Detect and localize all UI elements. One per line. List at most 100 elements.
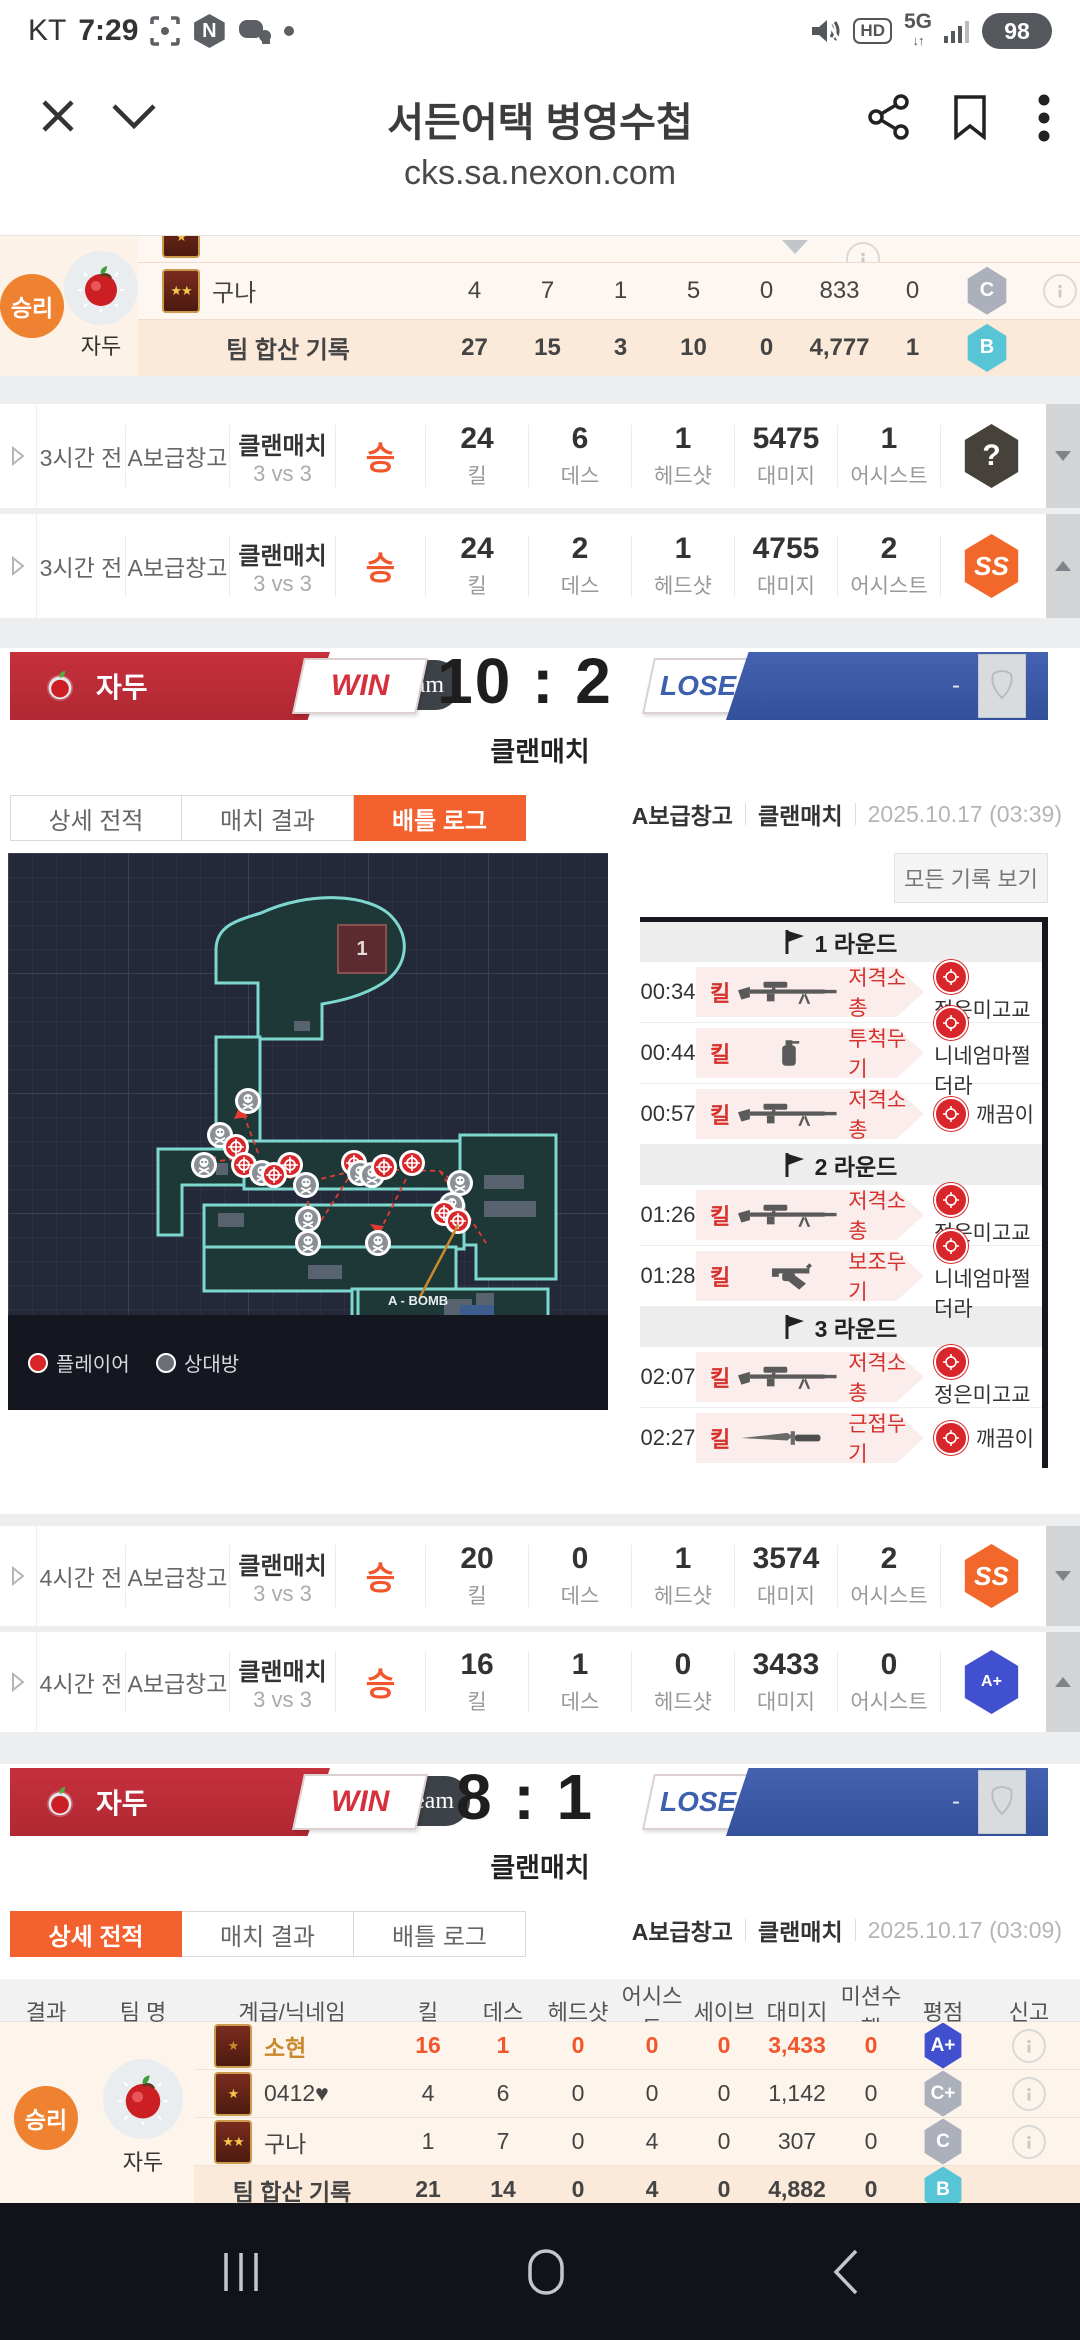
view-all-records-button[interactable]: 모든 기록 보기 [894, 853, 1048, 903]
death-value: 7 [496, 2128, 510, 2154]
meta-map: A보급창고 [631, 803, 733, 829]
tab-match-result[interactable]: 매치 결과 [182, 1911, 354, 1957]
team-cell: 자두 [92, 2022, 194, 2214]
previous-match-score-table: 승리 자두 ★ ★★ 구나 4 7 1 [0, 236, 1080, 376]
tab-battle-log[interactable]: 배틀 로그 [354, 795, 526, 841]
player-row[interactable]: ★ 소현 16 1 0 0 0 3,433 0 A+ [194, 2022, 1080, 2070]
player-row[interactable]: ★★ 구나 1 7 0 4 0 307 0 C [194, 2118, 1080, 2166]
tab-detail-record[interactable]: 상세 전적 [10, 1911, 182, 1957]
chevron-down-icon[interactable] [110, 102, 158, 132]
battle-log-event: 00:44 킬 투척무기 니네엄마쩔더라 [640, 1006, 1042, 1098]
death-value: 6 [496, 2080, 510, 2106]
round-header: 2 라운드 [640, 1145, 1042, 1185]
home-button[interactable] [524, 2247, 568, 2297]
clan-emblem-avatar [64, 251, 138, 325]
kill-value: 16 [415, 2032, 441, 2058]
tab-battle-log[interactable]: 배틀 로그 [354, 1911, 526, 1957]
clan-emblem-icon [46, 1787, 74, 1817]
round-header: 3 라운드 [640, 1307, 1042, 1347]
player-nickname: 소현 [264, 2034, 307, 2061]
match-players: 3 vs 3 [253, 1580, 312, 1606]
match-map: A보급창고 [125, 535, 229, 597]
sniper-rifle-icon [738, 1204, 837, 1227]
battle-log-panel: 모든 기록 보기 1 라운드 00:34 킬 저격소총 정은미고교 [640, 853, 1048, 1468]
headshot-label: 헤드샷 [654, 1691, 712, 1714]
player-row[interactable]: ★ 0412♥ 4 6 0 0 0 1,142 0 C+ [194, 2070, 1080, 2118]
match-summary-row[interactable]: 3시간 전 A보급창고 클랜매치 3 vs 3 승 24 킬 2 데스 1 헤드샷 47… [0, 514, 1080, 618]
rank-icon: ★★ [162, 268, 200, 313]
info-icon[interactable] [846, 242, 880, 262]
info-icon[interactable] [1043, 273, 1077, 308]
match-score: 8 : 1 [455, 1761, 595, 1833]
tab-detail-record[interactable]: 상세 전적 [10, 795, 182, 841]
damage-value: 5475 [752, 422, 820, 455]
sniper-rifle-icon [738, 1103, 837, 1126]
rank-icon: ★★ [214, 2119, 252, 2164]
url-text[interactable]: cks.sa.nexon.com [403, 154, 677, 192]
headshot-label: 헤드샷 [654, 575, 712, 598]
back-button[interactable] [828, 2247, 862, 2297]
mission-value: 0 [864, 2128, 878, 2154]
event-time: 01:26 [640, 1202, 696, 1228]
bookmark-icon[interactable] [952, 94, 988, 140]
scrollbar[interactable] [1046, 514, 1080, 618]
death-value: 14 [490, 2176, 516, 2202]
kill-action-label: 킬 [710, 1366, 731, 1391]
status-bar: KT 7:29 N HD 5G ↓↑ [0, 0, 1080, 62]
damage-value: 3433 [752, 1648, 820, 1681]
win-team-banner: 자두 [10, 1768, 330, 1836]
android-nav-bar [0, 2203, 1080, 2340]
info-icon[interactable] [1012, 2076, 1046, 2111]
match-mode-label: 클랜매치 [490, 737, 590, 767]
scrollbar[interactable] [1046, 1632, 1080, 1732]
expand-arrow-icon[interactable] [0, 1632, 37, 1732]
lose-team-banner: - [726, 652, 1048, 720]
kill-value: 21 [415, 2176, 441, 2202]
grade-badge: A+ [924, 2022, 962, 2069]
close-icon[interactable] [36, 94, 80, 138]
scrollbar[interactable] [1046, 1526, 1080, 1626]
headshot-value: 0 [571, 2128, 585, 2154]
expand-arrow-icon[interactable] [0, 514, 37, 618]
match-summary-row[interactable]: 3시간 전 A보급창고 클랜매치 3 vs 3 승 24 킬 6 데스 1 헤드샷 54… [0, 404, 1080, 508]
mission-value: 0 [864, 2080, 878, 2106]
recents-button[interactable] [218, 2249, 264, 2295]
info-icon[interactable] [1012, 2124, 1046, 2159]
expand-arrow-icon[interactable] [0, 1526, 37, 1626]
damage-value: 3,433 [768, 2032, 826, 2058]
assist-value: 10 [680, 333, 707, 361]
tab-match-result[interactable]: 매치 결과 [182, 795, 354, 841]
damage-label: 대미지 [757, 575, 815, 598]
victim-target-icon [934, 1183, 968, 1217]
save-value: 0 [717, 2032, 731, 2058]
share-icon[interactable] [868, 94, 910, 140]
death-value: 1 [496, 2032, 510, 2058]
kill-action-label: 킬 [710, 1204, 731, 1229]
lose-clan-emblem [978, 1770, 1026, 1834]
grade-badge: SS [964, 534, 1019, 598]
headshot-value: 1 [613, 276, 628, 304]
mission-value: 1 [905, 333, 920, 361]
headshot-value: 0 [571, 2176, 585, 2202]
match-summary-row[interactable]: 4시간 전 A보급창고 클랜매치 3 vs 3 승 20 킬 0 데스 1 헤드샷 35… [0, 1526, 1080, 1626]
info-icon[interactable] [1012, 2028, 1046, 2063]
sniper-rifle-icon [738, 1366, 837, 1389]
screenshot-notification-icon [150, 16, 181, 46]
headshot-value: 0 [674, 1648, 692, 1681]
match-map: A보급창고 [125, 425, 229, 487]
mission-value: 0 [864, 2176, 878, 2202]
sniper-rifle-icon [738, 981, 837, 1004]
assist-value: 2 [880, 1542, 898, 1575]
battle-log-event: 01:28 킬 보조무기 니네엄마쩔더라 [640, 1229, 1042, 1321]
scrollbar[interactable] [1046, 404, 1080, 508]
signal-icon [944, 18, 970, 44]
menu-kebab-icon[interactable] [1038, 94, 1050, 142]
match-mode: 클랜매치 [238, 1552, 327, 1580]
weapon-name: 저격소총 [848, 1089, 907, 1142]
player-row[interactable]: ★★ 구나 4 7 1 5 0 833 0 C [138, 263, 1080, 320]
expand-arrow-icon[interactable] [0, 404, 37, 508]
round-header: 1 라운드 [640, 922, 1042, 962]
kill-value: 24 [460, 532, 494, 565]
legend-enemy-label: 상대방 [184, 1353, 239, 1376]
match-summary-row[interactable]: 4시간 전 A보급창고 클랜매치 3 vs 3 승 16 킬 1 데스 0 헤드샷 34… [0, 1632, 1080, 1732]
